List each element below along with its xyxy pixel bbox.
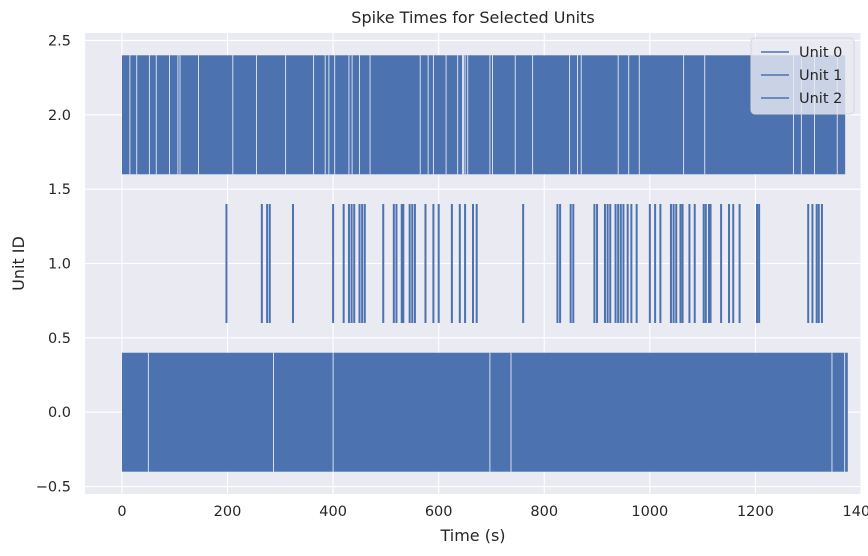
x-axis-ticks: 0 200 400 600 800 1000 1200 1400: [117, 504, 868, 520]
y-axis-ticks: −0.5 0.0 0.5 1.0 1.5 2.0 2.5: [36, 33, 71, 495]
y-tick-label: 1.5: [48, 182, 71, 198]
series-unit-1: [225, 204, 823, 323]
legend-label: Unit 0: [799, 45, 842, 61]
x-tick-label: 0: [117, 504, 126, 520]
legend-label: Unit 1: [799, 68, 842, 84]
y-tick-label: 2.5: [48, 33, 71, 49]
legend-box: [750, 37, 855, 115]
y-tick-label: 2.0: [48, 108, 71, 124]
spike-band: [121, 352, 848, 472]
legend-label: Unit 2: [799, 91, 842, 107]
y-tick-label: 1.0: [48, 257, 71, 273]
x-tick-label: 1200: [737, 504, 774, 520]
spike-marks: [121, 55, 848, 472]
x-tick-label: 400: [319, 504, 347, 520]
x-tick-label: 200: [214, 504, 242, 520]
x-tick-label: 1000: [631, 504, 668, 520]
y-tick-label: −0.5: [36, 480, 71, 496]
y-axis-label: Unit ID: [9, 236, 28, 291]
y-tick-label: 0.5: [48, 331, 71, 347]
x-tick-label: 600: [425, 504, 453, 520]
x-tick-label: 800: [530, 504, 558, 520]
series-unit-0: [121, 352, 848, 472]
legend: Unit 0 Unit 1 Unit 2: [750, 37, 855, 115]
y-tick-label: 0.0: [48, 405, 71, 421]
series-unit-2: [121, 55, 846, 175]
x-axis-label: Time (s): [439, 526, 505, 545]
spike-band: [121, 55, 846, 175]
chart-title: Spike Times for Selected Units: [351, 8, 594, 27]
x-tick-label: 1400: [843, 504, 868, 520]
